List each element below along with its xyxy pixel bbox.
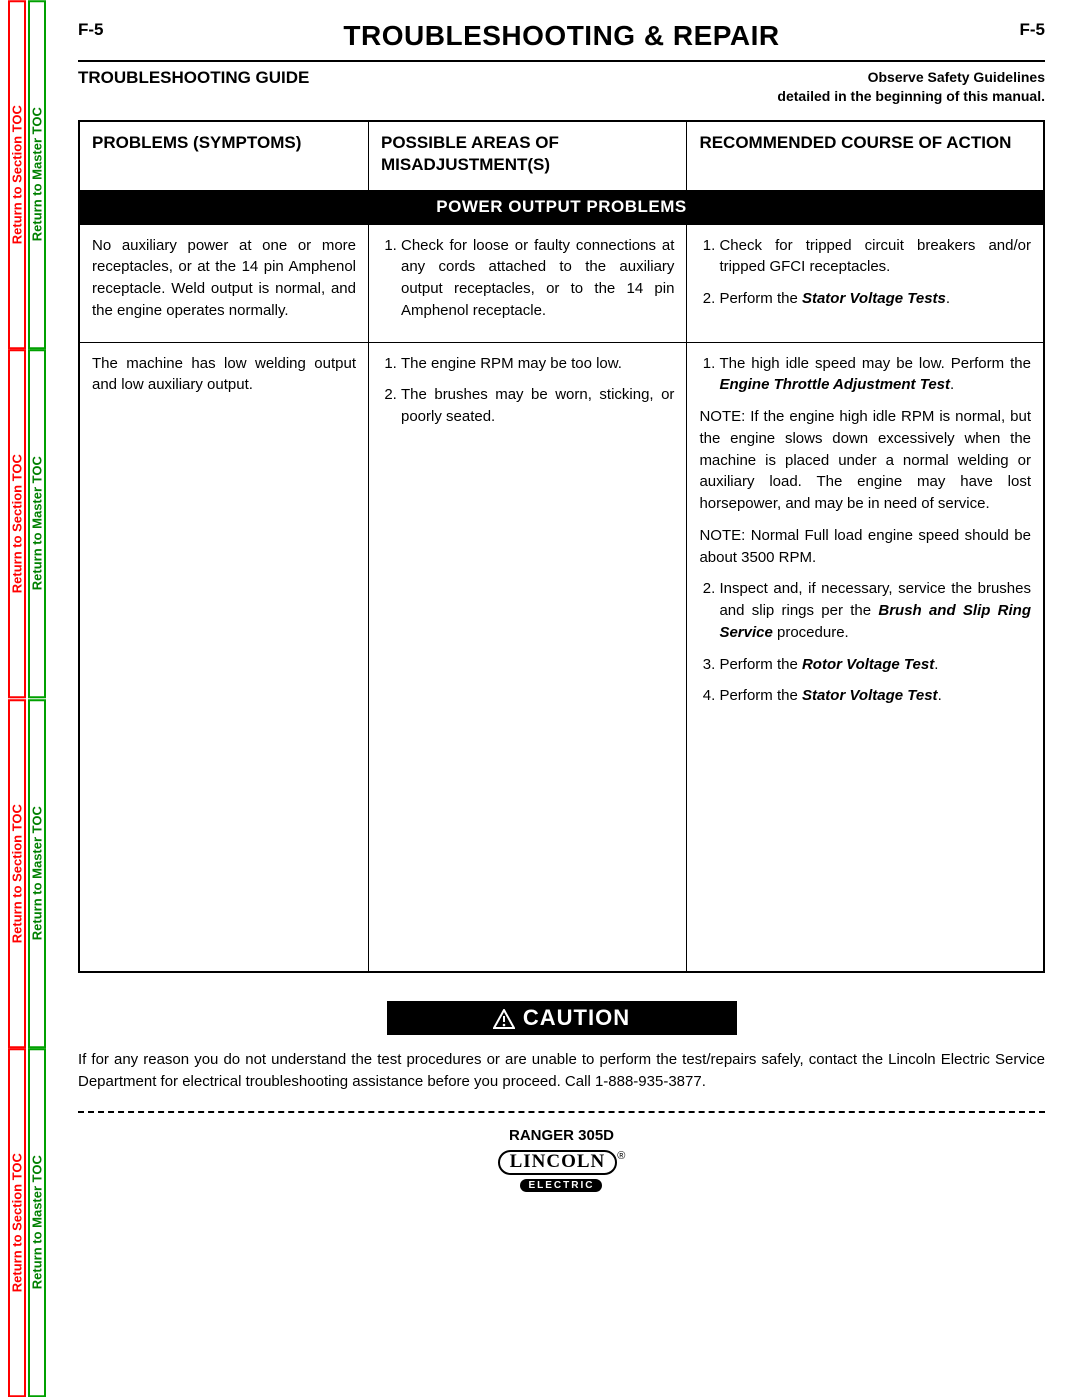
caution-banner: CAUTION: [387, 1001, 737, 1035]
list-item: The brushes may be worn, sticking, or po…: [401, 384, 674, 428]
dashed-divider: [78, 1111, 1045, 1113]
list-item: Check for tripped circuit breakers and/o…: [719, 235, 1031, 279]
problem-cell: The machine has low welding output and l…: [79, 342, 369, 972]
list-item: The high idle speed may be low. Perform …: [719, 353, 1031, 397]
guide-title: TROUBLESHOOTING GUIDE: [78, 68, 309, 88]
bold-term: Engine Throttle Adjustment Test: [719, 376, 950, 393]
sub-header: TROUBLESHOOTING GUIDE Observe Safety Gui…: [78, 60, 1045, 106]
table-row: No auxiliary power at one or more recept…: [79, 224, 1044, 342]
model-name: RANGER 305D: [78, 1127, 1045, 1144]
list-item: Perform the Stator Voltage Tests.: [719, 288, 1031, 310]
page-number-left: F-5: [78, 20, 104, 40]
return-master-toc-link[interactable]: Return to Master TOC: [28, 0, 46, 349]
action-cell: Check for tripped circuit breakers and/o…: [687, 224, 1044, 342]
text: Perform the: [719, 290, 802, 307]
section-band: POWER OUTPUT PROBLEMS: [79, 190, 1044, 224]
page-footer: RANGER 305D LINCOLN ® ELECTRIC: [78, 1127, 1045, 1193]
registered-mark: ®: [617, 1150, 625, 1162]
column-header-problems: PROBLEMS (SYMPTOMS): [79, 121, 369, 191]
return-section-toc-link[interactable]: Return to Section TOC: [8, 699, 26, 1048]
page-content: F-5 TROUBLESHOOTING & REPAIR F-5 TROUBLE…: [58, 0, 1080, 1203]
table-row: The machine has low welding output and l…: [79, 342, 1044, 972]
return-master-toc-link[interactable]: Return to Master TOC: [28, 699, 46, 1048]
text: .: [946, 290, 950, 307]
return-section-toc-link[interactable]: Return to Section TOC: [8, 349, 26, 698]
action-cell: The high idle speed may be low. Perform …: [687, 342, 1044, 972]
note-text: NOTE: Normal Full load engine speed shou…: [699, 525, 1031, 569]
page-number-right: F-5: [1020, 20, 1046, 40]
column-header-misadjustment: POSSIBLE AREAS OF MISADJUSTMENT(S): [369, 121, 687, 191]
list-item: Check for loose or faulty connections at…: [401, 235, 674, 322]
safety-line-1: Observe Safety Guidelines: [868, 69, 1045, 85]
column-header-action: RECOMMENDED COURSE OF ACTION: [687, 121, 1044, 191]
text: .: [934, 656, 938, 673]
return-master-toc-link[interactable]: Return to Master TOC: [28, 349, 46, 698]
text: .: [950, 376, 954, 393]
page-header: F-5 TROUBLESHOOTING & REPAIR F-5: [78, 20, 1045, 52]
troubleshooting-table: PROBLEMS (SYMPTOMS) POSSIBLE AREAS OF MI…: [78, 120, 1045, 973]
bold-term: Stator Voltage Tests: [802, 290, 946, 307]
text: Perform the: [719, 687, 802, 704]
caution-text: If for any reason you do not understand …: [78, 1049, 1045, 1093]
return-section-toc-link[interactable]: Return to Section TOC: [8, 0, 26, 349]
text: The high idle speed may be low. Perform …: [719, 355, 1031, 372]
note-text: NOTE: If the engine high idle RPM is nor…: [699, 406, 1031, 515]
list-item: Inspect and, if necessary, service the b…: [719, 578, 1031, 643]
problem-cell: No auxiliary power at one or more recept…: [79, 224, 369, 342]
list-item: Perform the Rotor Voltage Test.: [719, 654, 1031, 676]
misadjustment-cell: The engine RPM may be too low. The brush…: [369, 342, 687, 972]
return-master-toc-link[interactable]: Return to Master TOC: [28, 1048, 46, 1397]
text: .: [938, 687, 942, 704]
side-navigation-tabs: Return to Section TOC Return to Master T…: [8, 0, 46, 1397]
list-item: Perform the Stator Voltage Test.: [719, 685, 1031, 707]
warning-triangle-icon: [493, 1009, 515, 1029]
text: Perform the: [719, 656, 802, 673]
bold-term: Stator Voltage Test: [802, 687, 938, 704]
bold-term: Rotor Voltage Test: [802, 656, 934, 673]
list-item: The engine RPM may be too low.: [401, 353, 674, 375]
safety-line-2: detailed in the beginning of this manual…: [777, 88, 1045, 104]
main-title: TROUBLESHOOTING & REPAIR: [104, 20, 1020, 52]
misadjustment-cell: Check for loose or faulty connections at…: [369, 224, 687, 342]
text: procedure.: [773, 624, 849, 641]
logo-text-top: LINCOLN: [510, 1151, 606, 1172]
caution-label: CAUTION: [523, 1005, 630, 1030]
logo-text-bottom: ELECTRIC: [520, 1179, 602, 1192]
lincoln-electric-logo: LINCOLN ® ELECTRIC: [498, 1150, 626, 1193]
return-section-toc-link[interactable]: Return to Section TOC: [8, 1048, 26, 1397]
safety-note: Observe Safety Guidelines detailed in th…: [777, 68, 1045, 106]
